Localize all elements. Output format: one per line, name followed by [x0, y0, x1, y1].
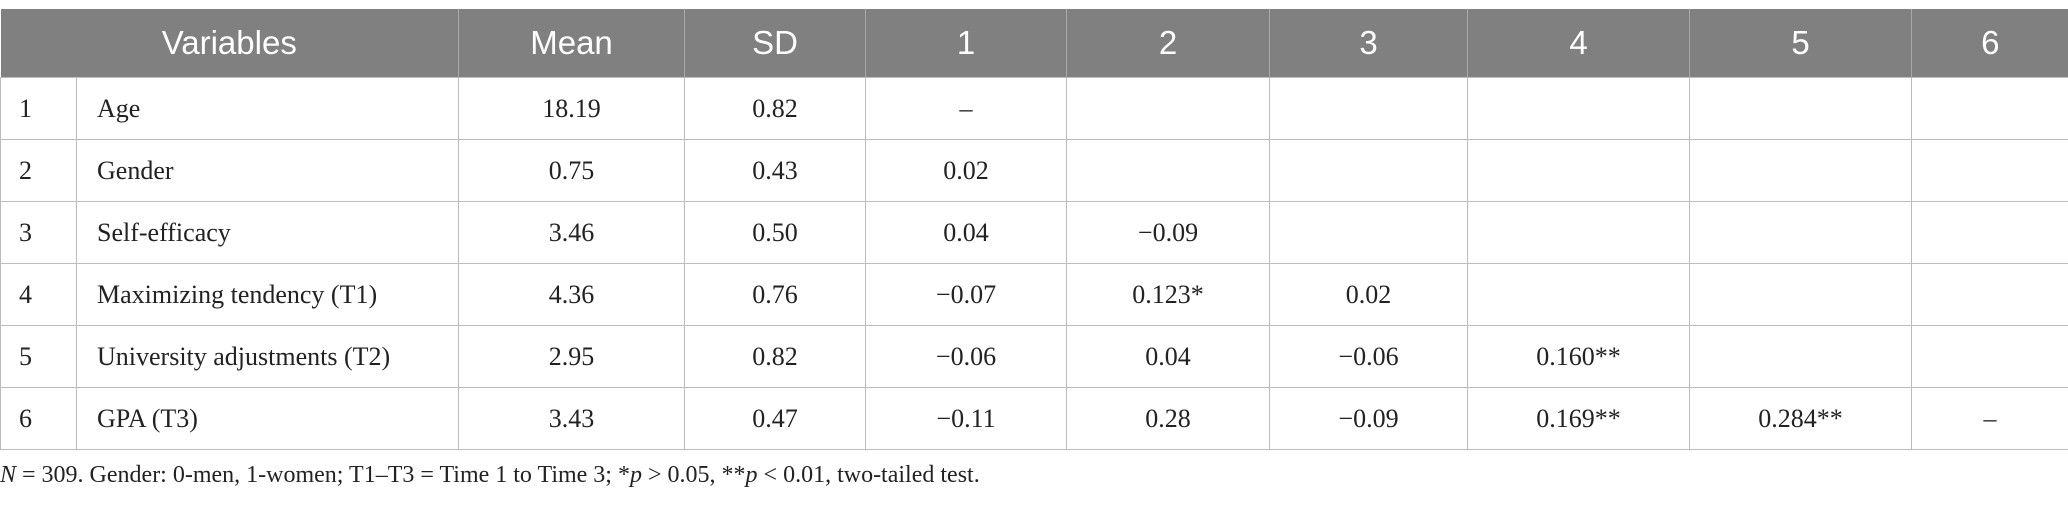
empty-cell: [1689, 325, 1913, 388]
header-cell: 6: [1911, 9, 2068, 78]
value-cell: 0.04: [1066, 325, 1271, 388]
table-row: 5 University adjustments (T2) 2.95 0.82 −0.0…: [0, 325, 2068, 388]
value-cell: −0.06: [865, 325, 1068, 388]
header-cell: SD: [684, 9, 867, 78]
empty-cell: [1911, 139, 2068, 202]
footnote-text: = 309. Gender: 0-men, 1-women; T1–T3 = T…: [16, 462, 630, 488]
row-number: 5: [0, 325, 77, 388]
value-cell: 2.95: [458, 325, 686, 388]
footnote-text: N: [0, 462, 17, 488]
value-cell: 3.46: [458, 201, 686, 264]
value-cell: 0.284**: [1689, 387, 1913, 450]
header-cell: 1: [865, 9, 1068, 78]
value-cell: 0.82: [684, 77, 867, 140]
empty-cell: [1269, 139, 1469, 202]
header-cell: 2: [1066, 9, 1271, 78]
header-cell: Mean: [458, 9, 686, 78]
table-body: 1 Age 18.19 0.82–2 Gender 0.75 0.43 0.02 3 Self-e…: [0, 77, 2068, 450]
value-cell: 0.82: [684, 325, 867, 388]
value-cell: 0.02: [865, 139, 1068, 202]
empty-cell: [1467, 201, 1691, 264]
empty-cell: [1911, 325, 2068, 388]
empty-cell: [1066, 139, 1271, 202]
value-cell: 0.75: [458, 139, 686, 202]
row-number: 1: [0, 77, 77, 140]
table-row: 3 Self-efficacy 3.46 0.50 0.04 −0.09: [0, 201, 2068, 264]
variable-name: University adjustments (T2): [75, 325, 460, 388]
empty-cell: [1911, 263, 2068, 326]
value-cell: −0.09: [1066, 201, 1271, 264]
header-cell: 3: [1269, 9, 1469, 78]
table-row: 2 Gender 0.75 0.43 0.02: [0, 139, 2068, 202]
row-number: 2: [0, 139, 77, 202]
variable-name: Gender: [75, 139, 460, 202]
empty-cell: [1689, 201, 1913, 264]
table-header: Variables Mean SD 1 2 3 4 5 6: [0, 9, 2068, 78]
variable-name: Self-efficacy: [75, 201, 460, 264]
empty-cell: [1689, 263, 1913, 326]
header-cell: 4: [1467, 9, 1691, 78]
variable-name: GPA (T3): [75, 387, 460, 450]
footnote-text: p: [745, 462, 758, 488]
header-cell: 5: [1689, 9, 1913, 78]
table-row: 1 Age 18.19 0.82–: [0, 77, 2068, 140]
empty-cell: [1467, 263, 1691, 326]
value-cell: 0.169**: [1467, 387, 1691, 450]
correlation-table: Variables Mean SD 1 2 3 4 5 6 1 Age 18.19 0.82–2 Gen…: [0, 9, 2068, 450]
empty-cell: [1911, 77, 2068, 140]
value-cell: 0.76: [684, 263, 867, 326]
empty-cell: [1467, 77, 1691, 140]
value-cell: −0.11: [865, 387, 1068, 450]
value-cell: 0.47: [684, 387, 867, 450]
value-cell: 0.28: [1066, 387, 1271, 450]
variable-name: Maximizing tendency (T1): [75, 263, 460, 326]
value-cell: −0.06: [1269, 325, 1469, 388]
value-cell: 18.19: [458, 77, 686, 140]
row-number: 6: [0, 387, 77, 450]
empty-cell: [1689, 77, 1913, 140]
empty-cell: [1269, 201, 1469, 264]
value-cell: 3.43: [458, 387, 686, 450]
value-cell: 0.160**: [1467, 325, 1691, 388]
value-cell: −0.07: [865, 263, 1068, 326]
row-number: 3: [0, 201, 77, 264]
value-cell: 0.43: [684, 139, 867, 202]
row-number: 4: [0, 263, 77, 326]
value-cell: 0.02: [1269, 263, 1469, 326]
empty-cell: [1066, 77, 1271, 140]
header-cell: Variables: [0, 9, 460, 78]
value-cell: 0.123*: [1066, 263, 1271, 326]
table-row: 6 GPA (T3) 3.43 0.47 −0.11 0.28 −0.09 0.169** 0.…: [0, 387, 2068, 450]
value-cell: –: [865, 77, 1068, 140]
footnote-text: p: [629, 462, 642, 488]
empty-cell: [1911, 201, 2068, 264]
value-cell: 0.04: [865, 201, 1068, 264]
footnote-text: < 0.01, two-tailed test.: [757, 462, 980, 488]
value-cell: 0.50: [684, 201, 867, 264]
value-cell: −0.09: [1269, 387, 1469, 450]
header-row: Variables Mean SD 1 2 3 4 5 6: [0, 9, 2068, 78]
empty-cell: [1689, 139, 1913, 202]
variable-name: Age: [75, 77, 460, 140]
empty-cell: [1467, 139, 1691, 202]
footnote-text: > 0.05, **: [641, 462, 746, 488]
table-row: 4 Maximizing tendency (T1) 4.36 0.76 −0.07 0.…: [0, 263, 2068, 326]
empty-cell: [1269, 77, 1469, 140]
value-cell: 4.36: [458, 263, 686, 326]
value-cell: –: [1911, 387, 2068, 450]
footnote: N = 309. Gender: 0-men, 1-women; T1–T3 =…: [0, 462, 980, 489]
